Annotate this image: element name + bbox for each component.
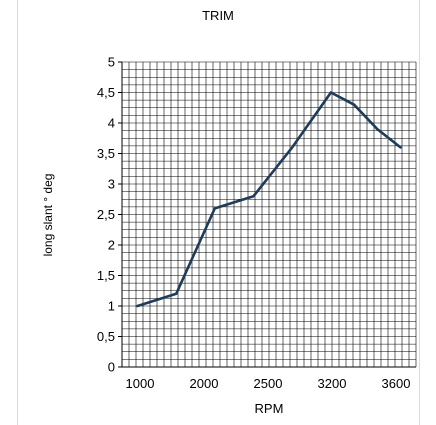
grid — [121, 61, 417, 368]
y-tick-label: 0,5 — [97, 329, 115, 344]
x-axis-title: RPM — [255, 401, 284, 416]
x-tick-label: 2500 — [254, 376, 283, 391]
x-tick-label: 3600 — [382, 376, 411, 391]
y-tick-label: 1 — [108, 299, 115, 314]
y-tick-label: 5 — [108, 55, 115, 70]
y-tick-label: 4 — [108, 116, 115, 131]
y-tick-label: 4,5 — [97, 85, 115, 100]
chart-title: TRIM — [202, 8, 234, 23]
x-tick-label: 1000 — [126, 376, 155, 391]
y-tick-label: 3,5 — [97, 146, 115, 161]
y-tick-label: 2 — [108, 238, 115, 253]
y-tick-label: 0 — [108, 360, 115, 375]
y-axis-title: long slant ° deg — [41, 174, 55, 257]
right-border — [419, 0, 420, 425]
x-tick-label: 2000 — [190, 376, 219, 391]
x-tick-label: 3200 — [318, 376, 347, 391]
left-border — [17, 0, 18, 425]
y-tick-label: 3 — [108, 177, 115, 192]
y-tick-label: 1,5 — [97, 268, 115, 283]
y-tick-label: 2,5 — [97, 207, 115, 222]
